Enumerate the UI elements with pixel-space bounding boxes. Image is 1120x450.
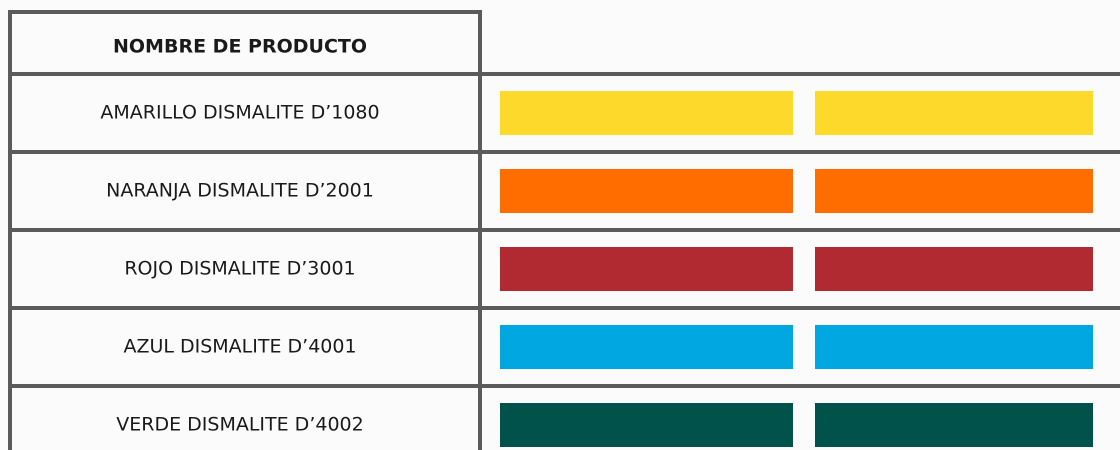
color-swatch — [815, 247, 1093, 291]
color-swatch — [500, 403, 793, 447]
color-swatch — [500, 247, 793, 291]
product-name: ROJO DISMALITE D’3001 — [124, 258, 355, 280]
header: NOMBRE DE PRODUCTO — [113, 36, 367, 58]
product-name: VERDE DISMALITE D’4002 — [116, 414, 363, 436]
color-swatch — [500, 169, 793, 213]
color-swatch — [815, 403, 1093, 447]
color-swatch — [500, 325, 793, 369]
product-name: NARANJA DISMALITE D’2001 — [106, 180, 374, 202]
color-swatch — [815, 325, 1093, 369]
color-swatch — [500, 91, 793, 135]
color-swatch — [815, 169, 1093, 213]
product-name: AZUL DISMALITE D’4001 — [123, 336, 356, 358]
color-swatch — [815, 91, 1093, 135]
product-name: AMARILLO DISMALITE D’1080 — [100, 102, 379, 124]
